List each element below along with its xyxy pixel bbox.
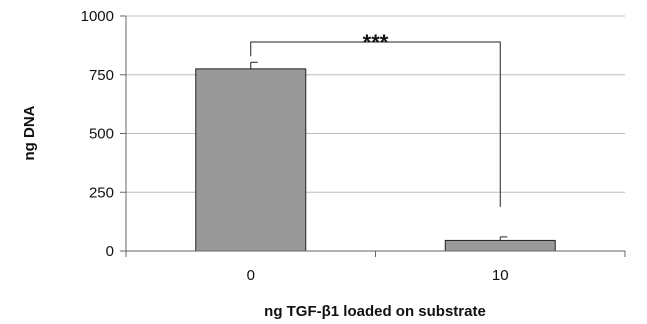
significance-bracket: *** xyxy=(250,30,501,207)
y-tick-label-750: 750 xyxy=(89,67,114,84)
error-bars xyxy=(250,61,508,241)
y-tick-label-250: 250 xyxy=(89,184,114,201)
y-axis-title: ng DNA xyxy=(21,105,38,160)
significance-line xyxy=(250,41,501,207)
y-tick-label-1000: 1000 xyxy=(81,8,114,25)
bar-0 xyxy=(195,68,307,252)
bar-10 xyxy=(444,239,556,252)
y-tick-label-0: 0 xyxy=(106,243,114,260)
x-axis-title: ng TGF-β1 loaded on substrate xyxy=(264,303,486,320)
significance-label: *** xyxy=(363,30,389,55)
x-tick-label-0: 0 xyxy=(247,267,255,284)
x-tick-label-10: 10 xyxy=(492,267,509,284)
x-ticks: 0 10 xyxy=(125,251,626,284)
bars xyxy=(195,68,556,252)
y-tick-label-500: 500 xyxy=(89,126,114,143)
y-ticks: 0 250 500 750 1000 xyxy=(81,8,126,260)
